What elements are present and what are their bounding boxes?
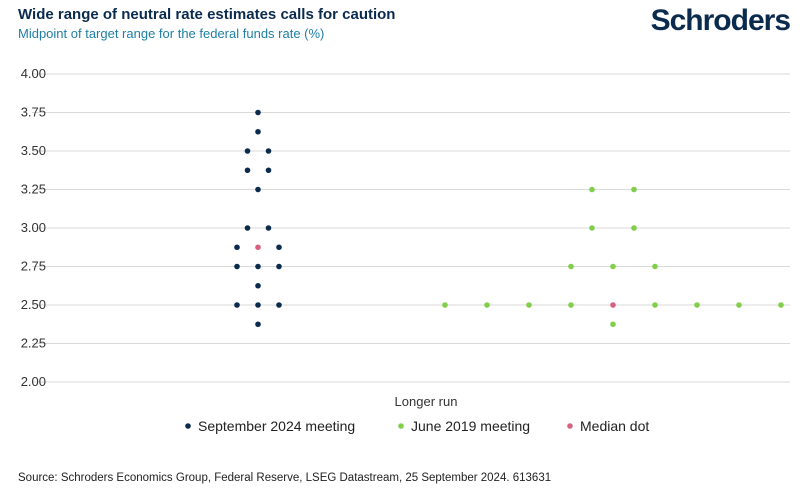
sep-2024-dot [244,148,251,154]
legend-label: June 2019 meeting [411,418,530,434]
chart-title: Wide range of neutral rate estimates cal… [18,6,396,23]
sep-2024-dot [276,263,282,270]
y-tick-label: 2.25 [21,336,46,351]
median-dot [255,244,261,251]
median-dot [610,302,616,308]
sep-2024-dot [255,282,261,289]
sep-2024-dot [255,321,261,328]
sep-2024-dot [255,186,261,193]
jun-2019-dot [589,186,595,193]
legend-marker [398,423,404,429]
jun-2019-dot [652,302,658,308]
sep-2024-dot [234,244,240,251]
legend-marker [567,423,573,429]
sep-2024-dot [234,263,240,270]
y-tick-label: 3.50 [21,143,46,158]
x-category-label: Longer run [395,394,458,409]
sep-2024-dot [276,302,282,308]
y-tick-label: 3.00 [21,220,46,235]
jun-2019-dot [694,302,700,308]
jun-2019-dot [442,302,448,308]
y-tick-label: 3.75 [21,105,46,120]
legend-marker [185,423,191,429]
y-tick-label: 2.50 [21,297,46,312]
jun-2019-dot [631,225,637,231]
jun-2019-dot [631,186,637,193]
sep-2024-dot [244,167,251,174]
jun-2019-dot [589,225,595,231]
brand-logo: Schroders [650,4,791,37]
source-note: Source: Schroders Economics Group, Feder… [18,472,552,484]
sep-2024-dot [255,302,261,308]
sep-2024-dot [244,225,251,231]
jun-2019-dot [652,263,658,270]
sep-2024-dot [265,167,272,174]
chart-subtitle: Midpoint of target range for the federal… [18,26,325,41]
jun-2019-dot [736,302,742,308]
sep-2024-dot [265,148,272,154]
sep-2024-dot [255,109,261,116]
jun-2019-dot [568,302,574,308]
sep-2024-dot [234,302,240,308]
jun-2019-dot [610,321,616,328]
sep-2024-dot [255,263,261,270]
jun-2019-dot [610,263,616,270]
legend-label: Median dot [580,418,649,434]
y-tick-label: 4.00 [21,66,46,81]
jun-2019-dot [568,263,574,270]
y-tick-label: 3.25 [21,182,46,197]
jun-2019-dot [484,302,490,308]
sep-2024-dot [276,244,282,251]
legend-label: September 2024 meeting [198,418,355,434]
jun-2019-dot [526,302,532,308]
y-tick-label: 2.00 [21,374,46,389]
jun-2019-dot [778,302,784,308]
sep-2024-dot [255,128,261,135]
y-tick-label: 2.75 [21,259,46,274]
sep-2024-dot [265,225,272,231]
